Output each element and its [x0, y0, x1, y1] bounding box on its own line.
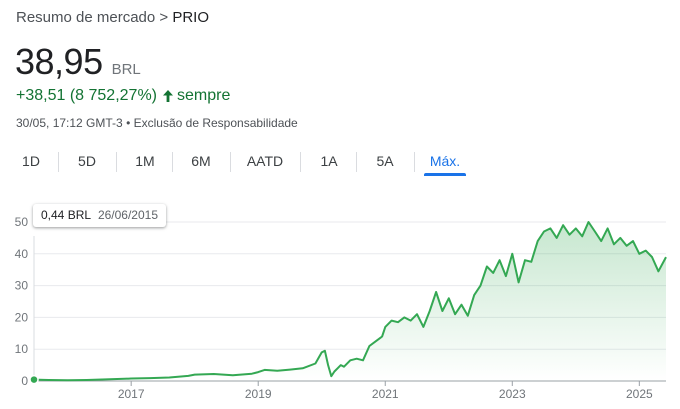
tab-divider — [356, 152, 357, 172]
price-currency: BRL — [111, 61, 141, 78]
y-tick-label: 20 — [15, 310, 29, 324]
price-change-value: +38,51 (8 752,27%) — [16, 87, 157, 104]
y-tick-label: 40 — [15, 247, 29, 261]
hover-point — [29, 374, 39, 385]
price-change: +38,51 (8 752,27%) sempre — [16, 87, 230, 105]
tab-divider — [414, 152, 415, 172]
price-change-period: sempre — [177, 87, 231, 104]
series-area — [34, 222, 666, 381]
tab-divider — [300, 152, 301, 172]
x-tick-label: 2017 — [118, 387, 145, 401]
tab-1m[interactable]: 1M — [135, 153, 155, 169]
tooltip-value: 0,44 BRL — [41, 208, 91, 222]
tab-divider — [230, 152, 231, 172]
range-tabs: 1D 5D 1M 6M AATD 1A 5A Máx. — [0, 148, 680, 176]
tab-1y[interactable]: 1A — [320, 153, 338, 169]
tab-6m[interactable]: 6M — [191, 153, 211, 169]
x-tick-label: 2025 — [626, 387, 653, 401]
price-row: 38,95 BRL — [15, 41, 141, 83]
disclaimer-link[interactable]: Exclusão de Responsabilidade — [133, 116, 298, 130]
tab-divider — [58, 152, 59, 172]
meta-separator: • — [126, 116, 131, 130]
quote-meta: 30/05, 17:12 GMT-3 • Exclusão de Respons… — [16, 116, 298, 130]
price-value: 38,95 — [15, 41, 103, 82]
y-tick-label: 10 — [15, 342, 29, 356]
y-tick-label: 30 — [15, 279, 29, 293]
tab-ytd[interactable]: AATD — [246, 153, 284, 169]
price-chart[interactable]: 0 10 20 30 40 50 2017 2019 2021 2023 2025 — [0, 196, 680, 409]
arrow-up-icon — [163, 90, 173, 102]
tooltip-date: 26/06/2015 — [97, 208, 158, 222]
y-tick-label: 50 — [15, 215, 29, 229]
breadcrumb-separator: > — [159, 9, 169, 26]
chart-tooltip: 0,44 BRL 26/06/2015 — [33, 204, 166, 227]
x-tick-label: 2023 — [499, 387, 526, 401]
x-tick-label: 2019 — [245, 387, 272, 401]
series-line — [33, 221, 667, 382]
y-tick-label: 0 — [21, 374, 28, 388]
tab-divider — [172, 152, 173, 172]
breadcrumb-link-market-summary[interactable]: Resumo de mercado — [16, 9, 156, 26]
tab-divider — [116, 152, 117, 172]
tab-5y[interactable]: 5A — [376, 153, 394, 169]
quote-timestamp: 30/05, 17:12 GMT-3 — [16, 116, 123, 130]
tab-5d[interactable]: 5D — [78, 153, 96, 169]
tab-max[interactable]: Máx. — [424, 148, 466, 176]
breadcrumb: Resumo de mercado > PRIO — [16, 9, 209, 26]
tab-1d[interactable]: 1D — [22, 153, 40, 169]
breadcrumb-current: PRIO — [172, 9, 210, 26]
x-tick-label: 2021 — [372, 387, 399, 401]
